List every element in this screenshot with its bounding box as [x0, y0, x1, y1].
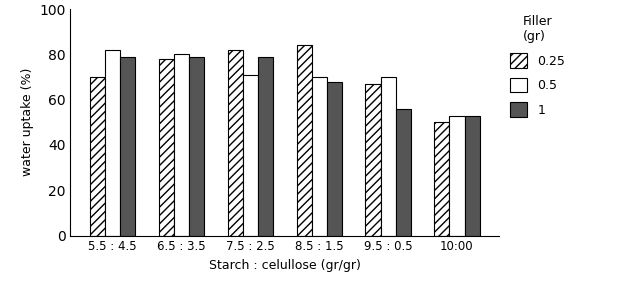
- Bar: [381, 77, 396, 236]
- Legend: 0.25, 0.5, 1: 0.25, 0.5, 1: [509, 15, 565, 117]
- Bar: [189, 57, 204, 236]
- Bar: [465, 115, 480, 236]
- Bar: [228, 50, 243, 236]
- Bar: [327, 82, 342, 236]
- Bar: [120, 57, 135, 236]
- Bar: [243, 75, 258, 236]
- X-axis label: Starch : celullose (gr/gr): Starch : celullose (gr/gr): [209, 259, 361, 272]
- Bar: [258, 57, 273, 236]
- Y-axis label: water uptake (%): water uptake (%): [20, 68, 34, 176]
- Bar: [396, 109, 411, 236]
- Bar: [449, 115, 465, 236]
- Bar: [312, 77, 327, 236]
- Bar: [296, 45, 312, 236]
- Bar: [435, 122, 449, 236]
- Bar: [174, 54, 189, 236]
- Bar: [159, 59, 174, 236]
- Bar: [90, 77, 105, 236]
- Bar: [365, 84, 381, 236]
- Bar: [105, 50, 120, 236]
